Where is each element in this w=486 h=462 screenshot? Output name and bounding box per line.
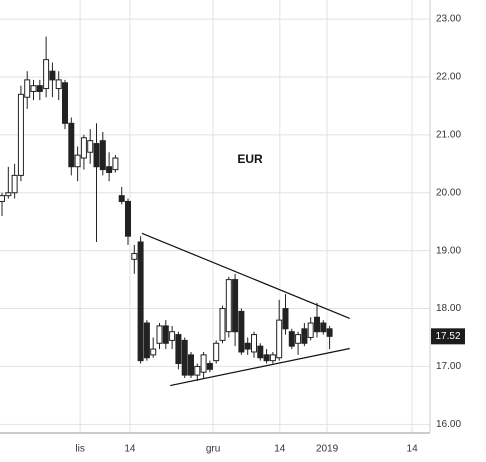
candle-body	[187, 354, 194, 376]
candle-body	[162, 325, 169, 344]
candle-body	[250, 334, 257, 353]
y-tick-label: 22.00	[436, 72, 461, 83]
candle-body	[112, 157, 119, 171]
x-tick-label: 14	[124, 444, 136, 455]
trend-line	[141, 232, 350, 319]
candle-body	[269, 354, 276, 362]
candle-body	[106, 166, 113, 174]
candle-body	[213, 342, 220, 362]
candle-body	[206, 363, 213, 370]
x-tick-label: 14	[407, 444, 419, 455]
x-tick-label: 2019	[316, 444, 339, 455]
candle-body	[194, 365, 201, 376]
chart-title: EUR	[237, 152, 263, 166]
candle-body	[295, 334, 302, 344]
y-tick-label: 17.00	[436, 361, 461, 372]
candle-body	[74, 154, 81, 168]
candle-body	[263, 354, 270, 362]
y-tick-label: 21.00	[436, 130, 461, 141]
candle-body	[238, 310, 245, 353]
y-tick-label: 20.00	[436, 187, 461, 198]
y-tick-label: 16.00	[436, 419, 461, 430]
candle-body	[301, 328, 308, 344]
candle-body	[257, 345, 264, 359]
candle-body	[36, 85, 43, 92]
candle-body	[30, 85, 37, 92]
candle-body	[232, 279, 239, 333]
candle-body	[244, 342, 251, 350]
candle-body	[313, 316, 320, 333]
candle-body	[156, 325, 163, 344]
candle-body	[320, 322, 327, 333]
candle-body	[5, 192, 12, 197]
candle-body	[326, 328, 333, 337]
candle-body	[282, 308, 289, 330]
y-tick-label: 23.00	[436, 14, 461, 25]
price-tag-label: 17.52	[435, 331, 460, 342]
candle-body	[24, 79, 31, 98]
x-tick-label: lis	[75, 444, 84, 455]
candle-body	[118, 195, 125, 202]
candle-body	[200, 354, 207, 373]
candle-body	[137, 241, 144, 362]
x-tick-label: gru	[206, 444, 220, 455]
candle-body	[276, 319, 283, 359]
candle-body	[80, 137, 87, 159]
candle-body	[93, 143, 100, 168]
candle-body	[225, 279, 232, 333]
candle-body	[17, 93, 24, 176]
y-tick-label: 18.00	[436, 303, 461, 314]
candle-body	[143, 322, 150, 359]
candle-body	[99, 140, 106, 171]
candle-body	[125, 200, 132, 237]
y-tick-label: 19.00	[436, 245, 461, 256]
candle-body	[55, 79, 62, 90]
candle-body	[0, 195, 6, 202]
candle-body	[150, 348, 157, 356]
candle-body	[43, 59, 50, 90]
price-tag	[431, 328, 465, 345]
candle-body	[62, 82, 69, 124]
candle-body	[307, 322, 314, 338]
trend-line	[170, 347, 350, 387]
candle-body	[11, 174, 18, 194]
candle-body	[288, 331, 295, 347]
candle-body	[219, 308, 226, 341]
x-tick-label: 14	[274, 444, 286, 455]
candle-body	[68, 122, 75, 168]
candle-body	[175, 334, 182, 365]
candle-body	[181, 339, 188, 376]
candle-body	[87, 140, 94, 153]
candle-body	[49, 70, 56, 81]
candle-body	[131, 253, 138, 260]
candle-body	[169, 331, 176, 341]
